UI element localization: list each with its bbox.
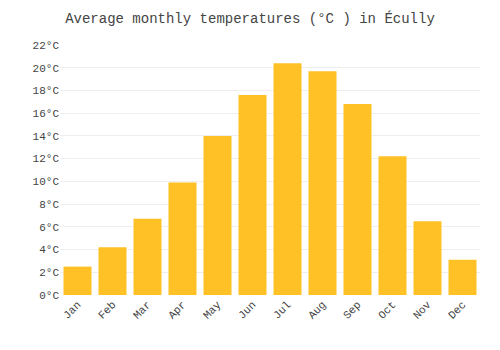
svg-text:14°C: 14°C	[33, 131, 60, 143]
svg-text:2°C: 2°C	[39, 267, 59, 279]
svg-text:Feb: Feb	[96, 299, 118, 321]
svg-text:Jun: Jun	[236, 299, 258, 321]
svg-text:Sep: Sep	[341, 299, 363, 321]
svg-text:Dec: Dec	[446, 299, 468, 321]
svg-text:18°C: 18°C	[33, 85, 60, 97]
svg-text:20°C: 20°C	[33, 63, 60, 75]
svg-text:Apr: Apr	[166, 299, 188, 321]
svg-text:12°C: 12°C	[33, 153, 60, 165]
svg-text:10°C: 10°C	[33, 176, 60, 188]
svg-text:Mar: Mar	[131, 299, 153, 321]
svg-text:Jul: Jul	[271, 299, 293, 321]
svg-text:0°C: 0°C	[39, 290, 59, 302]
svg-text:8°C: 8°C	[39, 199, 59, 211]
svg-text:May: May	[201, 299, 224, 322]
svg-text:Oct: Oct	[376, 299, 398, 321]
svg-text:Nov: Nov	[411, 299, 434, 322]
svg-text:Jan: Jan	[61, 299, 83, 321]
svg-text:Aug: Aug	[306, 299, 328, 321]
svg-text:4°C: 4°C	[39, 244, 59, 256]
svg-text:22°C: 22°C	[33, 40, 60, 52]
svg-text:16°C: 16°C	[33, 108, 60, 120]
svg-text:6°C: 6°C	[39, 222, 59, 234]
svg-text:Average monthly temperatures (: Average monthly temperatures (°C ) in Éc…	[65, 10, 435, 27]
